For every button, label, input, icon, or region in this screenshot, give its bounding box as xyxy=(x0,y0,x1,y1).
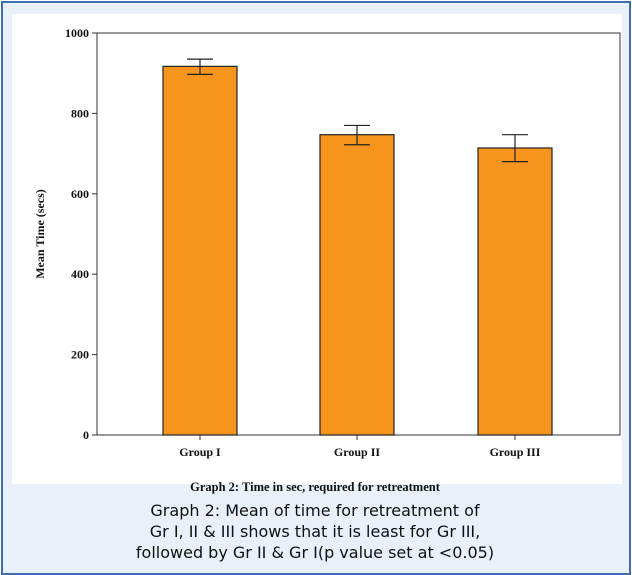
y-tick-label: 600 xyxy=(71,187,89,201)
y-tick-label: 200 xyxy=(71,348,89,362)
y-tick-label: 400 xyxy=(71,267,89,281)
description-line-1: Graph 2: Mean of time for retreatment of xyxy=(150,501,480,520)
description-line-2: Gr I, II & III shows that it is least fo… xyxy=(149,522,481,541)
bar-chart: 0 200 400 600 800 1000 Mean Time (secs) Group I… xyxy=(33,26,621,459)
y-tick-label: 1000 xyxy=(65,26,89,40)
figure-description: Graph 2: Mean of time for retreatment of… xyxy=(0,500,630,563)
description-line-3: followed by Gr II & Gr I(p value set at … xyxy=(135,543,495,562)
y-axis-label: Mean Time (secs) xyxy=(33,189,47,279)
x-tick-label-3: Group III xyxy=(490,445,541,459)
bar-3 xyxy=(477,147,553,436)
y-tick-label: 0 xyxy=(83,428,89,442)
y-tick-label: 800 xyxy=(71,106,89,120)
x-tick-label-1: Group I xyxy=(179,445,221,459)
chart-area: 0 200 400 600 800 1000 Mean Time (secs) Group I… xyxy=(12,14,622,484)
bar-1 xyxy=(162,65,238,436)
bar-2 xyxy=(319,134,395,436)
figure-caption: Graph 2: Time in sec, required for retre… xyxy=(190,480,440,494)
x-tick-label-2: Group II xyxy=(334,445,380,459)
